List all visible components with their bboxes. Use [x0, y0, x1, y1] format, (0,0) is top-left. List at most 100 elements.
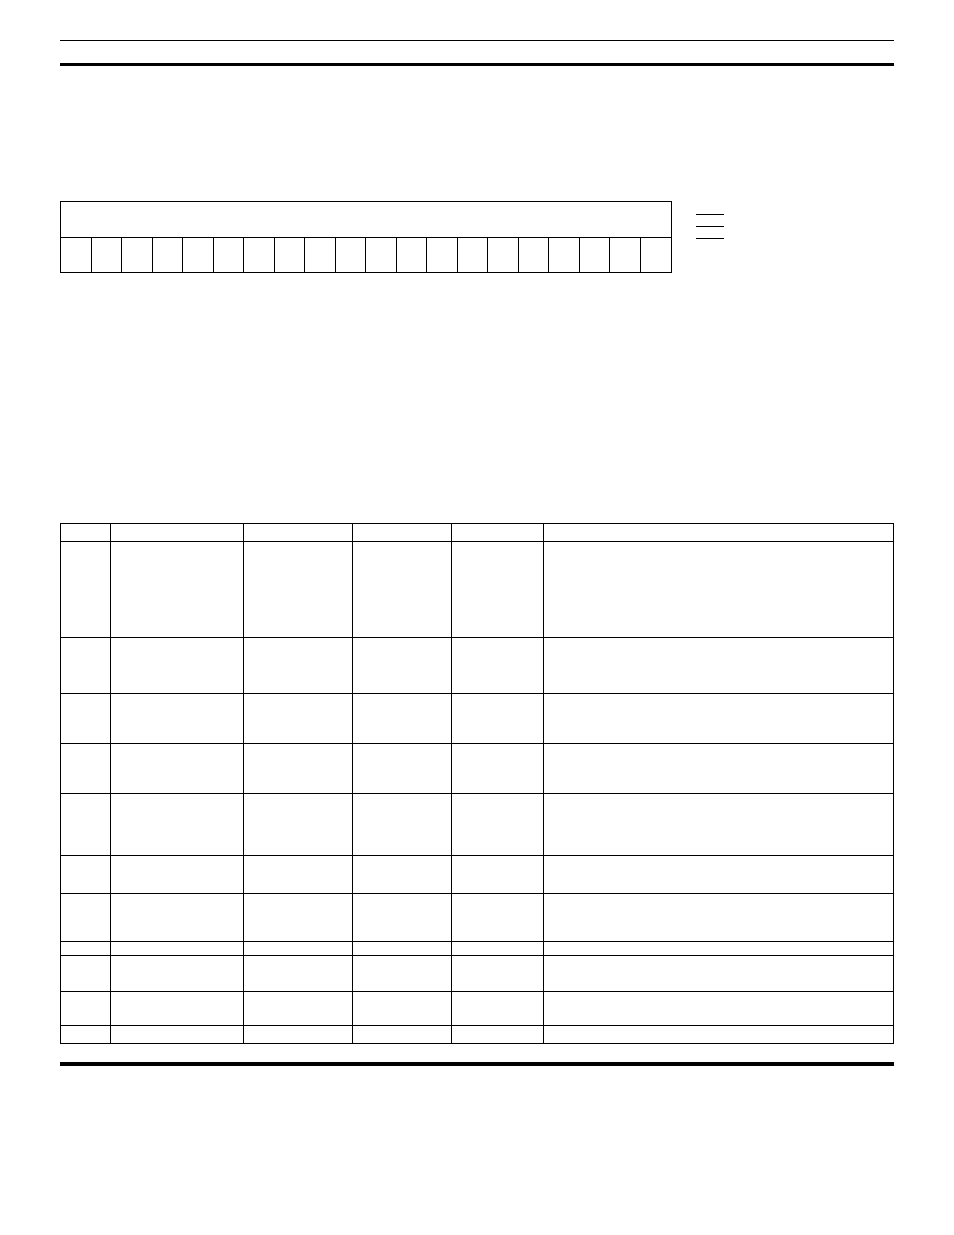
cell	[61, 956, 111, 992]
cell	[244, 992, 352, 1026]
cell	[352, 992, 452, 1026]
mini-cell	[153, 238, 184, 272]
cell	[61, 992, 111, 1026]
cell	[244, 542, 352, 638]
mini-cell	[305, 238, 336, 272]
mini-table-side	[696, 203, 724, 251]
mini-cell	[61, 238, 92, 272]
mini-table	[60, 201, 894, 273]
mini-cell	[458, 238, 489, 272]
mini-cell	[122, 238, 153, 272]
table-row	[61, 638, 894, 694]
table-row	[61, 856, 894, 894]
cell	[244, 1026, 352, 1044]
rule-bottom	[60, 1062, 894, 1066]
mini-cell	[214, 238, 245, 272]
cell	[544, 638, 894, 694]
cell	[352, 956, 452, 992]
spacer	[60, 106, 894, 201]
cell	[544, 956, 894, 992]
table-row	[61, 992, 894, 1026]
cell	[110, 524, 243, 542]
cell	[61, 542, 111, 638]
cell	[544, 1026, 894, 1044]
cell	[452, 1026, 544, 1044]
cell	[352, 638, 452, 694]
table-row	[61, 794, 894, 856]
cell	[244, 942, 352, 956]
cell	[110, 694, 243, 744]
cell	[544, 992, 894, 1026]
cell	[352, 794, 452, 856]
cell	[352, 744, 452, 794]
cell	[110, 942, 243, 956]
cell	[110, 894, 243, 942]
cell	[352, 524, 452, 542]
cell	[352, 694, 452, 744]
mini-cell	[488, 238, 519, 272]
mini-side-line	[696, 215, 724, 227]
cell	[244, 694, 352, 744]
mini-cell	[397, 238, 428, 272]
cell	[244, 638, 352, 694]
table-row	[61, 542, 894, 638]
cell	[110, 794, 243, 856]
cell	[61, 694, 111, 744]
mini-side-line	[696, 227, 724, 239]
cell	[244, 856, 352, 894]
table-row	[61, 1026, 894, 1044]
mini-cell	[549, 238, 580, 272]
cell	[61, 942, 111, 956]
mini-side-line	[696, 239, 724, 251]
table-row	[61, 942, 894, 956]
cell	[244, 956, 352, 992]
cell	[352, 942, 452, 956]
cell	[452, 744, 544, 794]
table-row	[61, 744, 894, 794]
cell	[244, 894, 352, 942]
mini-cell	[92, 238, 123, 272]
mini-cell	[244, 238, 275, 272]
cell	[110, 1026, 243, 1044]
cell	[452, 524, 544, 542]
cell	[544, 744, 894, 794]
cell	[61, 856, 111, 894]
cell	[544, 942, 894, 956]
cell	[544, 856, 894, 894]
big-table	[60, 523, 894, 1044]
cell	[61, 524, 111, 542]
cell	[544, 524, 894, 542]
rule-thick	[60, 63, 894, 66]
mini-side-line	[696, 203, 724, 215]
cell	[452, 942, 544, 956]
cell	[352, 856, 452, 894]
table-row	[61, 694, 894, 744]
cell	[452, 794, 544, 856]
cell	[352, 542, 452, 638]
mini-cell	[519, 238, 550, 272]
cell	[452, 694, 544, 744]
cell	[244, 524, 352, 542]
page	[0, 0, 954, 1235]
cell	[452, 992, 544, 1026]
cell	[452, 956, 544, 992]
mini-cell	[427, 238, 458, 272]
cell	[110, 992, 243, 1026]
cell	[352, 1026, 452, 1044]
table-header-row	[61, 524, 894, 542]
table-row	[61, 894, 894, 942]
top-rules	[60, 40, 894, 66]
cell	[452, 638, 544, 694]
cell	[452, 542, 544, 638]
cell	[61, 794, 111, 856]
mini-cell	[336, 238, 367, 272]
cell	[110, 638, 243, 694]
cell	[544, 894, 894, 942]
mini-cell	[610, 238, 641, 272]
cell	[110, 956, 243, 992]
mini-cell	[275, 238, 306, 272]
mini-row-cells	[61, 238, 671, 272]
rule-thin	[60, 40, 894, 41]
cell	[544, 794, 894, 856]
table-row	[61, 956, 894, 992]
